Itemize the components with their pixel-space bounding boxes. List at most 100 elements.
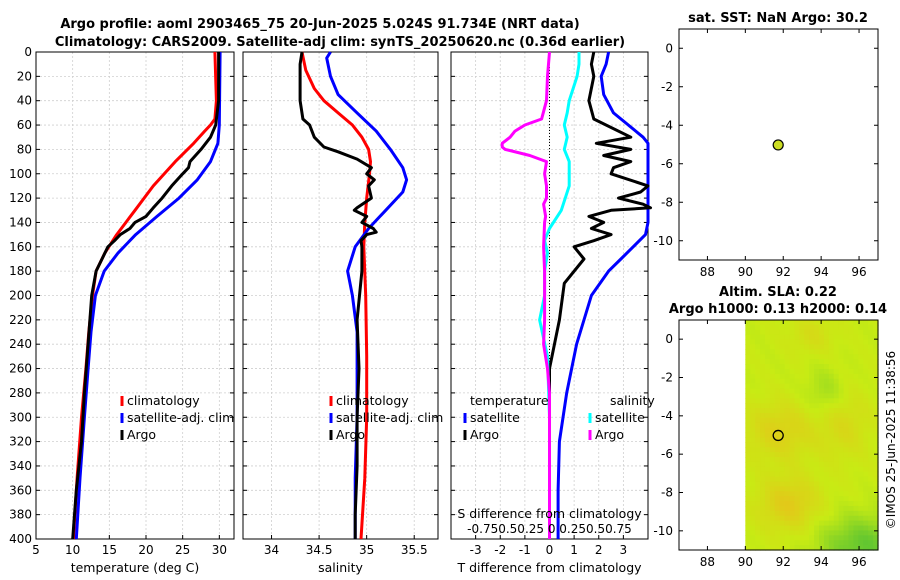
sla-heatmap-cell — [838, 324, 845, 331]
sla-heatmap-cell — [848, 501, 855, 507]
sla-heatmap-cell — [789, 359, 796, 365]
sla-heatmap-cell — [755, 432, 761, 439]
sla-heatmap-cell — [809, 408, 815, 414]
sla-heatmap-cell — [858, 364, 864, 370]
sla-heatmap-cell — [745, 486, 751, 492]
sla-xtick-label: 90 — [738, 555, 753, 569]
temp-xtick-label: 10 — [65, 543, 80, 557]
diff-t-argo-line — [548, 51, 652, 539]
sla-heatmap-cell — [769, 491, 776, 497]
sla-heatmap-cell — [823, 398, 830, 404]
sla-heatmap-cell — [764, 408, 771, 414]
sla-heatmap-cell — [814, 525, 820, 532]
sla-heatmap-cell — [774, 320, 781, 326]
sla-heatmap-cell — [750, 466, 756, 473]
sla-heatmap-cell — [863, 535, 869, 541]
sla-heatmap-cell — [789, 530, 796, 536]
sla-heatmap-cell — [745, 432, 751, 439]
sla-ytick-label: -8 — [661, 486, 673, 500]
sla-heatmap-cell — [794, 447, 800, 453]
sla-heatmap-cell — [799, 525, 805, 532]
sla-heatmap-cell — [823, 329, 830, 336]
sla-heatmap-cell — [873, 491, 879, 497]
sla-heatmap-cell — [760, 339, 766, 346]
sla-heatmap-cell — [809, 496, 815, 502]
sla-heatmap-cell — [863, 412, 869, 419]
sla-heatmap-cell — [868, 427, 874, 434]
sla-heatmap-cell — [873, 320, 879, 326]
sla-heatmap-cell — [745, 476, 751, 483]
sla-heatmap-cell — [833, 359, 840, 365]
sla-heatmap-cell — [745, 373, 751, 380]
sla-heatmap-cell — [774, 501, 781, 507]
sla-heatmap-cell — [843, 491, 850, 497]
sla-heatmap-cell — [819, 452, 825, 458]
sla-heatmap-cell — [833, 496, 840, 502]
sla-heatmap-cell — [873, 545, 879, 551]
sla-heatmap-cell — [779, 452, 786, 458]
sla-heatmap-cell — [774, 496, 781, 502]
sla-heatmap-cell — [755, 471, 761, 478]
sst-xtick-label: 90 — [738, 265, 753, 279]
sla-heatmap-cell — [858, 373, 864, 380]
sla-heatmap-cell — [784, 461, 791, 468]
sla-heatmap-cell — [814, 378, 820, 385]
sla-heatmap-cell — [843, 540, 850, 546]
sla-heatmap-cell — [828, 329, 835, 336]
sla-heatmap-cell — [833, 364, 840, 370]
sla-heatmap-cell — [784, 471, 791, 478]
sla-heatmap-cell — [848, 491, 855, 497]
temp-xlabel: temperature (deg C) — [71, 560, 200, 575]
sla-heatmap-cell — [799, 515, 805, 522]
sla-heatmap-cell — [858, 515, 864, 522]
sla-heatmap-cell — [858, 412, 864, 419]
sla-heatmap-cell — [755, 334, 761, 341]
sla-heatmap-cell — [804, 383, 810, 390]
sla-heatmap-cell — [828, 461, 835, 468]
sla-heatmap-cell — [769, 520, 776, 527]
sla-heatmap-cell — [828, 393, 835, 399]
sla-heatmap-cell — [853, 515, 859, 522]
difference-xtick-label: 0 — [546, 543, 554, 557]
sla-heatmap-cell — [764, 320, 771, 326]
sla-heatmap-cell — [764, 510, 771, 517]
sla-heatmap-cell — [774, 334, 781, 341]
sla-heatmap-cell — [774, 525, 781, 532]
sla-heatmap-cell — [745, 393, 751, 399]
sla-heatmap-cell — [848, 520, 855, 527]
sla-heatmap-cell — [828, 447, 835, 453]
sla-heatmap-cell — [873, 364, 879, 370]
sla-heatmap-cell — [774, 432, 781, 439]
sla-heatmap-cell — [838, 471, 845, 478]
sla-heatmap-cell — [848, 530, 855, 536]
sla-heatmap-cell — [863, 368, 869, 375]
sla-heatmap-cell — [779, 364, 786, 370]
sla-heatmap-cell — [745, 481, 751, 487]
sla-heatmap-cell — [804, 515, 810, 522]
sla-heatmap-cell — [828, 368, 835, 375]
sla-heatmap-cell — [833, 403, 840, 409]
sla-heatmap-cell — [838, 393, 845, 399]
sla-heatmap-cell — [853, 525, 859, 532]
sla-heatmap-cell — [764, 403, 771, 409]
sla-heatmap-cell — [838, 452, 845, 458]
sla-heatmap-cell — [789, 452, 796, 458]
sla-heatmap-cell — [745, 427, 751, 434]
sla-heatmap-cell — [779, 481, 786, 487]
sla-heatmap-cell — [779, 510, 786, 517]
sla-heatmap-cell — [804, 393, 810, 399]
sla-heatmap-cell — [819, 398, 825, 404]
sla-heatmap-cell — [819, 393, 825, 399]
sla-heatmap-cell — [814, 334, 820, 341]
sla-heatmap-cell — [779, 461, 786, 468]
sla-heatmap-cell — [823, 383, 830, 390]
sla-heatmap-cell — [789, 442, 796, 448]
sla-heatmap-cell — [779, 520, 786, 527]
sla-heatmap-cell — [769, 344, 776, 350]
sla-heatmap-cell — [814, 417, 820, 424]
sla-heatmap-cell — [789, 427, 796, 434]
sla-heatmap-cell — [823, 505, 830, 512]
sla-heatmap-cell — [804, 320, 810, 326]
sla-heatmap-cell — [853, 427, 859, 434]
sal-satellite-line — [325, 51, 409, 539]
